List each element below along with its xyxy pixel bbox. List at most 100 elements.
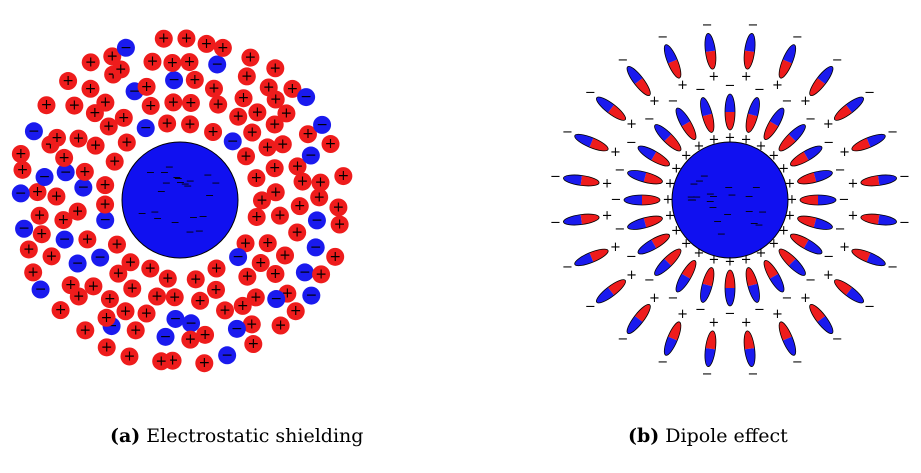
ion-disc <box>107 235 126 254</box>
ion-sign: + <box>100 95 112 111</box>
dipole-positive-end <box>860 214 880 225</box>
positive-ion: + <box>247 207 266 226</box>
positive-ion: + <box>197 34 216 53</box>
ion-sign: + <box>162 271 174 287</box>
dipole-positive-end <box>643 216 663 228</box>
dipole-negative-end <box>700 283 713 303</box>
positive-ion: + <box>103 47 122 66</box>
dipole-positive-end <box>705 50 716 70</box>
positive-ion: + <box>69 129 88 148</box>
positive-ion: + <box>288 157 307 176</box>
dipole-molecule: +− <box>741 252 765 317</box>
positive-ion: + <box>141 259 160 278</box>
dipole-minus-sign: − <box>823 136 834 151</box>
positive-ion: + <box>141 96 160 115</box>
ion-sign: + <box>297 174 309 190</box>
ion-disc <box>152 352 171 371</box>
dipole-minus-sign: − <box>644 112 655 127</box>
dipole-positive-end <box>664 134 681 151</box>
ion-disc <box>196 325 215 344</box>
ion-sign: − <box>35 282 47 298</box>
positive-ion: + <box>75 162 94 181</box>
dipole-body <box>763 260 785 293</box>
dipole-plus-sign: + <box>694 246 705 261</box>
dipole-negative-end <box>664 44 678 64</box>
ion-sign: + <box>58 212 70 228</box>
sphere-charge-sign: − <box>183 179 192 192</box>
dipole-negative-end <box>574 134 594 148</box>
ion-sign: + <box>181 30 193 46</box>
dipole-molecule: +− <box>614 209 675 237</box>
ion-disc <box>290 197 309 216</box>
ion-sign: + <box>85 81 97 97</box>
dipole-molecule: +− <box>768 236 816 288</box>
ion-sign: + <box>251 209 263 225</box>
dipole-molecule: +− <box>784 209 845 237</box>
dipole-negative-end <box>788 258 806 276</box>
dipole-molecule: +− <box>585 85 637 132</box>
dipole-negative-end <box>747 97 760 117</box>
ion-disc <box>103 47 122 66</box>
dipole-minus-sign: − <box>644 273 655 288</box>
dipole-body <box>700 97 715 133</box>
sphere-charge-sign: − <box>211 176 220 189</box>
dipole-outline <box>704 330 717 367</box>
ion-sign: + <box>27 264 39 280</box>
sphere-charge-sign: − <box>203 169 212 182</box>
dipole-molecule: +− <box>611 193 674 208</box>
negative-ion: − <box>35 168 54 187</box>
dipole-minus-sign: − <box>782 94 793 109</box>
ion-disc <box>19 240 38 259</box>
panel-electrostatic-shielding: −− −−−−−−−−−−−−−−−−−−−−++++−++++− + + +−++++… <box>11 29 353 373</box>
ion-sign: + <box>219 302 231 318</box>
ion-disc <box>123 279 142 298</box>
positive-ion: + <box>258 234 277 253</box>
dipole-positive-end <box>834 104 853 121</box>
ion-sign: + <box>51 130 63 146</box>
ion-disc <box>15 219 34 238</box>
sphere-charge-sign: − <box>195 225 204 238</box>
dipole-outline <box>675 260 697 293</box>
dipole-body <box>663 44 682 79</box>
ion-sign: + <box>269 116 281 132</box>
ion-sign: + <box>41 97 53 113</box>
dipole-molecule: +− <box>741 315 759 382</box>
ion-disc <box>181 330 200 349</box>
positive-ion: + <box>181 93 200 112</box>
ion-disc <box>100 290 119 309</box>
ion-disc <box>208 55 227 74</box>
ion-sign: + <box>252 104 264 120</box>
dipole-positive-end <box>643 172 663 184</box>
dipole-plus-sign: + <box>784 176 795 191</box>
dipole-negative-end <box>624 195 642 205</box>
caption-a-text: Electrostatic shielding <box>146 425 364 447</box>
ion-sign: + <box>199 327 211 343</box>
dipole-minus-sign: − <box>792 355 803 370</box>
positive-ion: + <box>30 206 49 225</box>
positive-ion: + <box>266 183 285 202</box>
ion-sign: + <box>158 31 170 47</box>
dipole-minus-sign: − <box>657 355 668 370</box>
ion-disc <box>74 178 93 197</box>
dipole-molecule: +− <box>550 170 612 192</box>
dipole-minus-sign: − <box>550 170 561 185</box>
ion-sign: + <box>294 198 306 214</box>
dipole-body <box>574 248 609 267</box>
sphere-charge-sign: − <box>153 212 162 225</box>
dipole-molecule: +− <box>695 82 719 147</box>
positive-ion: + <box>19 240 38 259</box>
ion-sign: + <box>190 271 202 287</box>
ion-disc <box>204 122 223 141</box>
positive-ion: + <box>32 225 51 244</box>
sphere-charge-sign: − <box>157 185 166 198</box>
ion-disc <box>59 72 78 91</box>
ion-sign: + <box>333 199 345 215</box>
dipole-negative-end <box>782 44 796 64</box>
ion-sign: + <box>269 60 281 76</box>
dipole-positive-end <box>800 195 818 205</box>
positive-ion: + <box>181 330 200 349</box>
dipole-molecule: +− <box>725 255 736 322</box>
negative-ion: − <box>218 346 237 365</box>
dipole-body <box>626 304 651 335</box>
ion-disc <box>283 79 302 98</box>
